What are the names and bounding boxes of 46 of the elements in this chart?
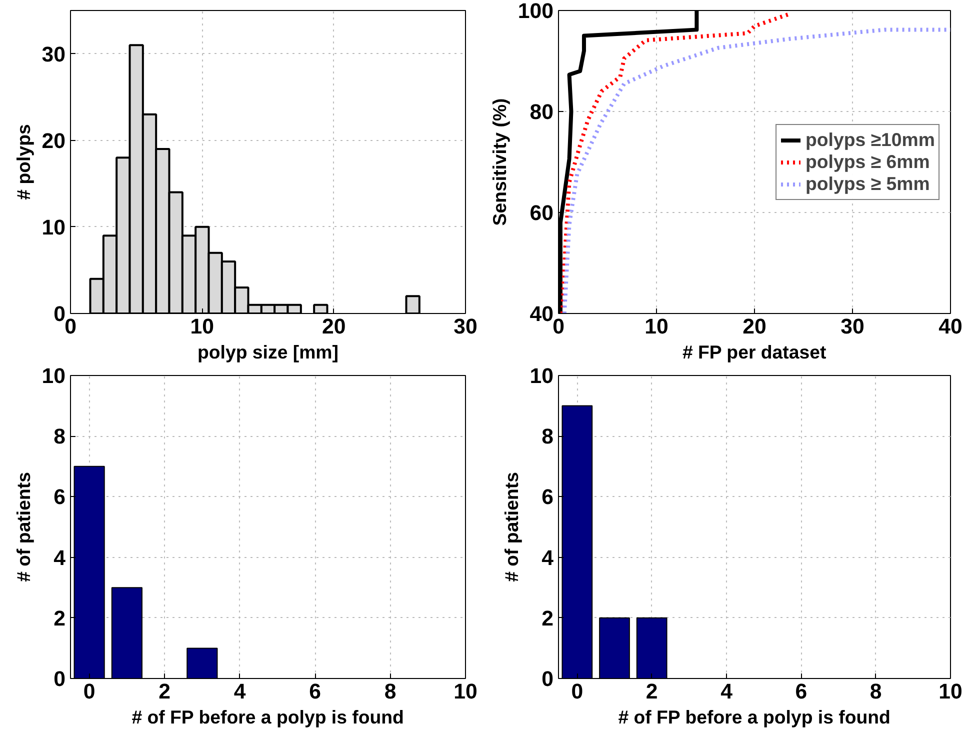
y-tick-label: 6 xyxy=(542,485,554,510)
x-tick-label: 2 xyxy=(158,680,170,704)
x-tick-label: 10 xyxy=(938,680,962,704)
y-axis-title: Sensitivity (%) xyxy=(488,98,510,226)
legend-label: polyps ≥ 6mm xyxy=(806,150,930,172)
y-tick-label: 4 xyxy=(542,546,554,570)
x-tick-label: 4 xyxy=(234,680,246,704)
x-tick-label: 2 xyxy=(646,680,658,704)
x-tick-label: 0 xyxy=(571,680,584,704)
x-tick-label: 8 xyxy=(870,680,882,704)
x-axis-title: # of FP before a polyp is found xyxy=(618,706,890,728)
y-tick-label: 2 xyxy=(542,606,554,630)
y-tick-label: 30 xyxy=(42,42,66,66)
x-tick-label: 8 xyxy=(384,680,396,704)
x-tick-label: 20 xyxy=(742,314,766,338)
x-tick-label: 0 xyxy=(83,680,96,704)
legend-label: polyps ≥ 5mm xyxy=(806,172,930,194)
y-tick-label: 6 xyxy=(54,485,66,510)
y-tick-label: 60 xyxy=(530,201,554,225)
x-tick-label: 10 xyxy=(454,680,478,704)
y-tick-label: 100 xyxy=(518,0,554,23)
y-tick-label: 10 xyxy=(42,215,66,240)
y-tick-label: 8 xyxy=(54,424,66,449)
x-tick-label: 10 xyxy=(190,314,214,338)
y-tick-label: 10 xyxy=(42,364,66,388)
x-tick-label: 10 xyxy=(644,314,668,338)
x-tick-label: 6 xyxy=(309,680,322,704)
y-tick-label: 2 xyxy=(54,606,66,630)
y-tick-label: 8 xyxy=(542,424,554,449)
x-tick-label: 30 xyxy=(454,314,478,338)
y-tick-label: 10 xyxy=(530,364,554,388)
y-tick-label: 20 xyxy=(42,128,66,153)
y-tick-label: 80 xyxy=(530,100,554,124)
y-axis-title: # of patients xyxy=(12,472,34,582)
x-tick-label: 30 xyxy=(840,314,864,338)
x-tick-label: 4 xyxy=(720,680,733,704)
x-tick-label: 40 xyxy=(938,314,962,338)
x-axis-title: polyp size [mm] xyxy=(198,342,338,362)
x-axis-title: # of FP before a polyp is found xyxy=(132,706,404,728)
y-axis-title: # polyps xyxy=(12,124,34,200)
y-tick-label: 4 xyxy=(54,546,66,570)
x-tick-label: 6 xyxy=(795,680,808,704)
x-tick-label: 20 xyxy=(322,314,346,338)
x-axis-title: # FP per dataset xyxy=(682,342,826,362)
y-axis-title: # of patients xyxy=(500,472,522,582)
legend-label: polyps ≥10mm xyxy=(806,128,935,150)
